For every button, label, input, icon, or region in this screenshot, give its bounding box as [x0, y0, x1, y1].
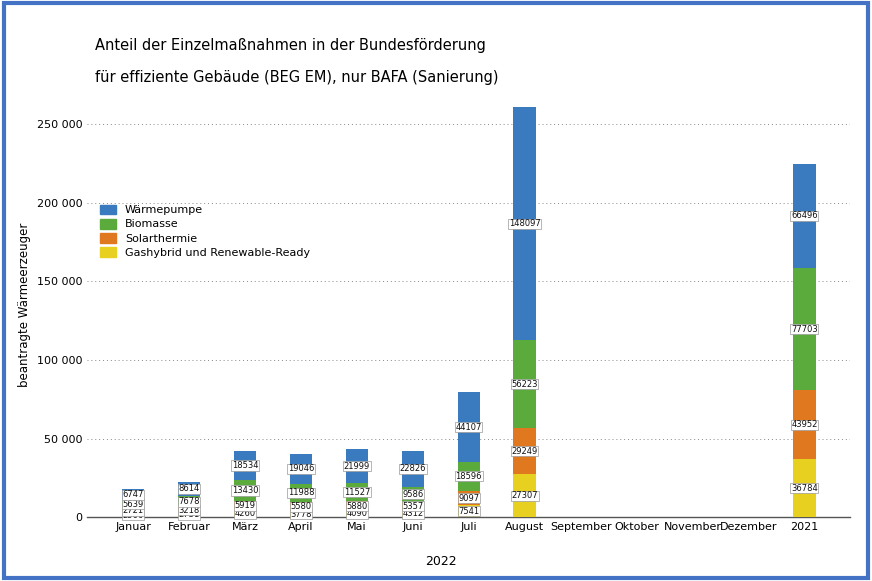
Text: 36784: 36784	[791, 484, 818, 493]
Text: 44107: 44107	[455, 422, 482, 432]
Bar	[234, 510, 256, 517]
Text: 6747: 6747	[122, 490, 144, 499]
Text: 5919: 5919	[235, 501, 255, 510]
Text: 29249: 29249	[512, 447, 538, 456]
Text: 5580: 5580	[290, 502, 311, 511]
Text: 9097: 9097	[458, 494, 480, 503]
Text: 7541: 7541	[458, 507, 480, 516]
Bar	[345, 449, 368, 483]
Text: 3778: 3778	[290, 510, 311, 519]
Text: 2566: 2566	[122, 511, 144, 519]
Bar	[178, 482, 201, 496]
Text: 148097: 148097	[508, 219, 541, 228]
Bar	[122, 489, 144, 500]
Bar	[794, 390, 815, 460]
Bar	[345, 501, 368, 511]
Bar	[402, 451, 424, 487]
Text: 4260: 4260	[235, 509, 255, 518]
Bar	[514, 428, 535, 474]
Text: 2022: 2022	[425, 555, 457, 568]
Bar	[402, 510, 424, 517]
Bar	[794, 164, 815, 268]
Bar	[402, 487, 424, 502]
Bar	[290, 511, 312, 517]
Text: 13430: 13430	[232, 486, 258, 495]
Legend: Wärmepumpe, Biomasse, Solarthermie, Gashybrid und Renewable-Ready: Wärmepumpe, Biomasse, Solarthermie, Gash…	[100, 205, 310, 257]
Bar	[122, 500, 144, 509]
Text: 8614: 8614	[179, 485, 200, 493]
Bar	[458, 462, 480, 491]
Bar	[122, 509, 144, 513]
Bar	[458, 491, 480, 505]
Bar	[178, 496, 201, 508]
Text: 21999: 21999	[344, 461, 370, 471]
Bar	[178, 508, 201, 513]
Bar	[794, 460, 815, 517]
Bar	[402, 502, 424, 510]
Text: für effiziente Gebäude (BEG EM), nur BAFA (Sanierung): für effiziente Gebäude (BEG EM), nur BAF…	[95, 70, 498, 85]
Text: 27307: 27307	[511, 491, 538, 500]
Bar	[290, 454, 312, 483]
Text: 2721: 2721	[122, 507, 144, 515]
Bar	[794, 268, 815, 390]
Text: Anteil der Einzelmaßnahmen in der Bundesförderung: Anteil der Einzelmaßnahmen in der Bundes…	[95, 38, 486, 53]
Bar	[290, 503, 312, 511]
Y-axis label: beantragte Wärmeerzeuger: beantragte Wärmeerzeuger	[18, 223, 31, 387]
Text: 3218: 3218	[179, 506, 200, 515]
Text: 4312: 4312	[402, 509, 423, 518]
Bar	[458, 392, 480, 462]
Text: 11527: 11527	[344, 488, 370, 497]
Bar	[122, 513, 144, 517]
Bar	[178, 513, 201, 517]
Text: 7678: 7678	[178, 497, 200, 506]
Text: 22826: 22826	[399, 464, 426, 474]
Bar	[514, 340, 535, 428]
Text: 2731: 2731	[179, 511, 200, 519]
Text: 56223: 56223	[511, 379, 538, 389]
Bar	[234, 480, 256, 501]
Bar	[290, 483, 312, 503]
Text: 9586: 9586	[402, 490, 424, 499]
Text: 77703: 77703	[791, 325, 818, 333]
Text: 66496: 66496	[791, 211, 818, 220]
Bar	[345, 511, 368, 517]
Bar	[514, 107, 535, 340]
Text: 5357: 5357	[402, 501, 424, 511]
Text: 11988: 11988	[288, 489, 314, 497]
Text: 5639: 5639	[122, 500, 144, 509]
Text: 43952: 43952	[791, 420, 818, 429]
Bar	[458, 505, 480, 517]
Text: 18534: 18534	[232, 461, 258, 470]
Text: 4090: 4090	[346, 510, 367, 518]
Text: 18596: 18596	[455, 472, 482, 481]
Bar	[234, 451, 256, 480]
Text: 5880: 5880	[346, 501, 367, 511]
Bar	[514, 474, 535, 517]
Bar	[234, 501, 256, 510]
Bar	[345, 483, 368, 501]
Text: 19046: 19046	[288, 464, 314, 473]
